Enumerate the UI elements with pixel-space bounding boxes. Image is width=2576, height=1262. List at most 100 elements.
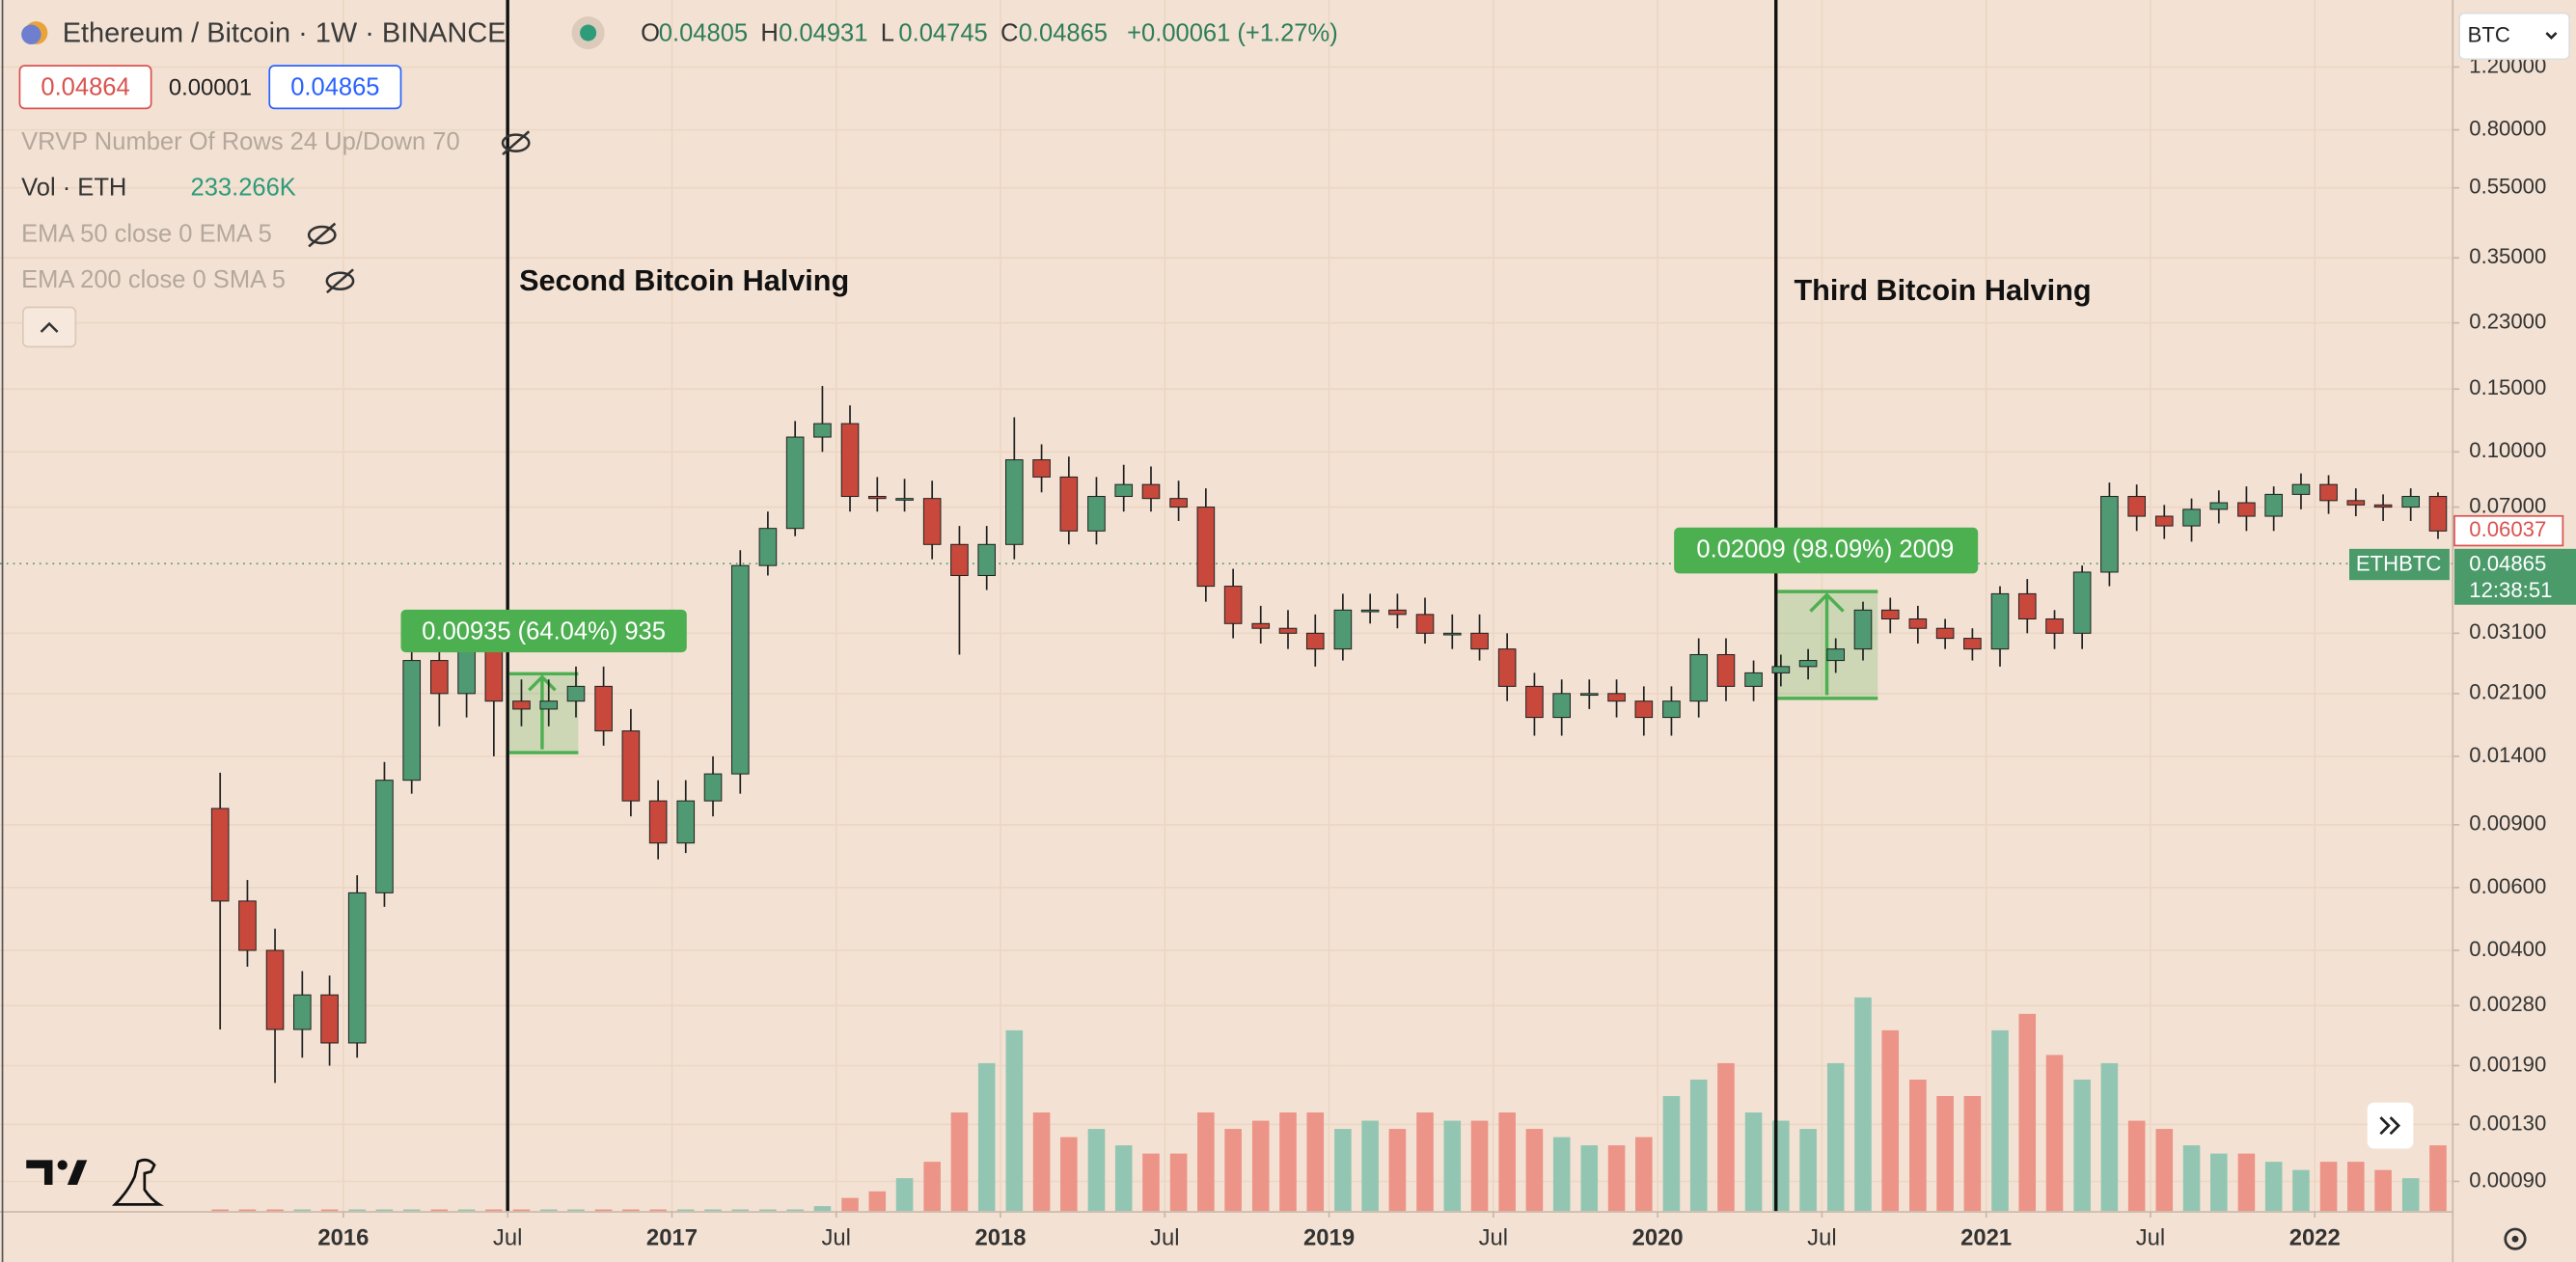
last-price: 0.04865 [2469,552,2546,576]
volume-bar [539,1209,558,1212]
ohlc-key: H [760,20,778,47]
candle-body [1497,648,1517,687]
candle-body [2154,515,2174,527]
volume-bar [1552,1137,1571,1212]
candle-body [2100,496,2119,573]
candle-body [1442,632,1462,636]
volume-bar [1963,1095,1982,1212]
hide-icon[interactable] [325,268,355,294]
candle-body [1169,498,1188,508]
y-tick-label: 0.02100 [2469,680,2546,704]
volume-bar [348,1209,366,1212]
volume-bar [457,1209,476,1212]
candle-body [402,660,422,782]
volume-bar [1689,1079,1708,1212]
volume-bar [704,1209,722,1212]
candle-body [1771,666,1791,673]
measure-label-box [1674,527,1979,574]
volume-bar [293,1209,312,1212]
volume-bar [266,1209,284,1212]
candle-body [1114,483,1134,498]
volume-bar [2018,1013,2037,1212]
volume-bar [2319,1162,2338,1212]
ohlc-key: C [1000,20,1018,47]
currency-dropdown[interactable] [2458,12,2571,61]
volume-bar [1854,997,1872,1212]
volume-bar [512,1209,531,1212]
hide-icon[interactable] [501,130,531,156]
x-tick-label: 2018 [975,1224,1027,1250]
measure-label-box [400,609,687,653]
volume-bar [1991,1029,2009,1212]
x-tick-label: 2020 [1632,1224,1684,1250]
volume-bar [786,1209,804,1212]
volume-bar [813,1206,832,1212]
volume-bar [649,1209,667,1212]
candle-body [676,800,696,844]
volume-bar [567,1209,585,1212]
volume-bar [238,1209,257,1212]
ohlc-value: 0.04745 [898,20,987,47]
candle-body [2237,502,2256,517]
ohlc-value: 0.04931 [779,20,867,47]
volume-bar [430,1209,449,1212]
symbol-tag-text: ETHBTC [2356,552,2442,576]
volume-bar [375,1209,394,1212]
currency: BTC [2468,22,2510,46]
y-tick-label: 0.01400 [2469,743,2546,767]
volume-bar [2292,1169,2310,1212]
bid-price: 0.04864 [41,74,129,101]
candle-body [1223,586,1243,624]
candle-body [430,660,449,695]
symbol-tag [2349,548,2450,581]
last-price-box [2453,548,2576,605]
measure-arrow [1809,592,1845,696]
settings-button[interactable] [2504,1227,2527,1250]
volume-bar [676,1209,695,1212]
ask-box[interactable] [268,65,402,110]
volume-bar [1169,1153,1188,1212]
x-tick-label: Jul [2136,1224,2165,1250]
candle-body [1634,700,1654,719]
hide-icon[interactable] [307,222,337,248]
y-tick-label: 0.55000 [2469,175,2546,199]
marker-price: 0.06037 [2469,517,2546,541]
countdown: 12:38:51 [2469,578,2552,602]
candle-body [867,496,887,500]
y-tick-label: 0.07000 [2469,493,2546,517]
candle-body [2428,496,2448,532]
y-tick-label: 0.00400 [2469,937,2546,961]
candle-body [703,773,723,802]
x-tick-label: 2021 [1960,1224,2012,1250]
volume-bar [402,1209,421,1212]
x-tick-label: 2016 [317,1224,369,1250]
x-tick-label: Jul [1150,1224,1179,1250]
volume-bar [1334,1129,1352,1212]
candle-body [1853,609,1873,650]
annotation: Second Bitcoin Halving [519,264,849,297]
y-tick-label: 0.80000 [2469,116,2546,140]
bid-box[interactable] [18,65,152,110]
candle-body [2401,496,2421,508]
measure-arrow [528,674,557,750]
x-tick-label: Jul [493,1224,522,1250]
volume-bar [1470,1120,1489,1212]
candle-body [1798,660,1818,668]
collapse-button[interactable] [21,306,77,348]
volume-bar [2045,1055,2064,1212]
candle-body [785,436,805,530]
candle-body [2373,504,2393,508]
indicator-ema200: EMA 200 close 0 SMA 5 [21,266,286,293]
candle-body [512,700,531,710]
volume-layer [211,997,2447,1212]
candle-body [2017,592,2037,620]
volume-bar [1635,1137,1653,1212]
candles [210,386,2448,1084]
candle-body [813,423,832,438]
volume-bar [1580,1145,1599,1212]
candle-body [265,949,285,1030]
candle-body [621,730,641,802]
volume-bar [1306,1112,1325,1212]
logo [26,1160,88,1185]
